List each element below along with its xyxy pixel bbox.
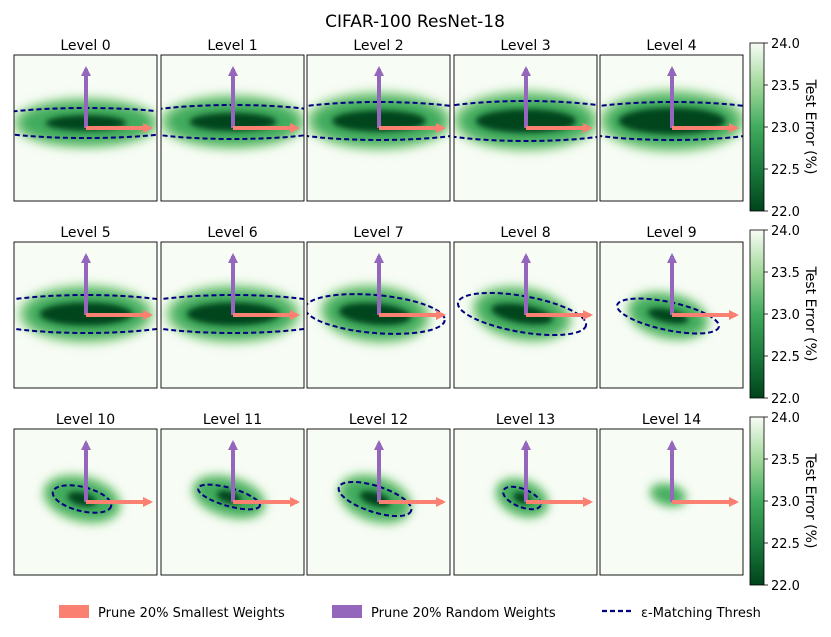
colorbar-0: 24.0 23.5 23.0 22.5 22.0 Test Error (%) (749, 37, 818, 220)
colorbar-tick-label-2-4: 22.0 (771, 579, 800, 594)
legend-label-smallest: Prune 20% Smallest Weights (98, 606, 285, 621)
panel-frame-9 (599, 241, 744, 389)
panel-9: Level 9 (599, 225, 744, 389)
panel-frame-2 (306, 54, 451, 202)
panel-title-14: Level 14 (642, 412, 701, 428)
legend-swatch-random (332, 605, 362, 618)
threshold-contour-7 (307, 293, 446, 335)
colorbar-label-2: Test Error (%) (802, 453, 818, 549)
colorbar-tick-label-1-4: 22.0 (771, 392, 800, 407)
panel-title-2: Level 2 (353, 38, 403, 54)
colorbar-label-0: Test Error (%) (802, 79, 818, 175)
threshold-contour-13 (502, 485, 542, 511)
panel-frame-8 (453, 241, 598, 389)
panel-title-13: Level 13 (496, 412, 555, 428)
colorbar-tick-label-1-1: 23.5 (771, 266, 800, 281)
colorbar-gradient-0 (749, 42, 765, 212)
panel-grid: Level 0 Level 1 Level 2 Level 3 Level 4 Level… (13, 38, 744, 576)
colorbar-gradient-1 (749, 229, 765, 399)
colorbar-tick-label-2-0: 24.0 (771, 411, 800, 426)
panel-title-3: Level 3 (500, 38, 550, 54)
panel-7: Level 7 (306, 225, 451, 389)
panel-frame-10 (13, 428, 158, 576)
panel-title-0: Level 0 (60, 38, 110, 54)
panel-0: Level 0 (13, 38, 158, 202)
colorbars: 24.0 23.5 23.0 22.5 22.0 Test Error (%) 24.0 23… (749, 37, 818, 594)
panel-title-5: Level 5 (60, 225, 110, 241)
panel-frame-3 (453, 54, 598, 202)
panel-12: Level 12 (306, 412, 451, 576)
panel-frame-6 (160, 241, 305, 389)
panel-frame-14 (599, 428, 744, 576)
panel-title-7: Level 7 (353, 225, 403, 241)
colorbar-tick-label-1-2: 23.0 (771, 308, 800, 323)
panel-frame-0 (13, 54, 158, 202)
threshold-contour-2 (307, 101, 450, 141)
panel-frame-7 (306, 241, 451, 389)
threshold-contour-3 (454, 100, 597, 142)
panel-10: Level 10 (13, 412, 158, 576)
colorbar-tick-label-2-2: 23.0 (771, 495, 800, 510)
panel-title-12: Level 12 (349, 412, 408, 428)
legend: Prune 20% Smallest Weights Prune 20% Ran… (59, 605, 761, 621)
panel-frame-1 (160, 54, 305, 202)
panel-4: Level 4 (599, 38, 744, 202)
heatmap-core-7 (338, 302, 412, 326)
panel-frame-5 (13, 241, 158, 389)
panel-title-11: Level 11 (203, 412, 262, 428)
legend-swatch-smallest (59, 605, 89, 618)
legend-label-threshold: ε-Matching Thresh (641, 606, 761, 621)
colorbar-tick-label-1-3: 22.5 (771, 350, 800, 365)
panel-frame-11 (160, 428, 305, 576)
threshold-contour-4 (600, 101, 743, 141)
heatmap-8 (471, 285, 573, 343)
panel-title-1: Level 1 (207, 38, 257, 54)
panel-5: Level 5 (13, 225, 158, 389)
colorbar-tick-label-2-1: 23.5 (771, 453, 800, 468)
panel-title-8: Level 8 (500, 225, 550, 241)
panel-2: Level 2 (306, 38, 451, 202)
panel-14: Level 14 (599, 412, 744, 576)
panel-1: Level 1 (160, 38, 305, 202)
threshold-contour-10 (51, 484, 113, 514)
panel-title-4: Level 4 (646, 38, 696, 54)
panel-11: Level 11 (160, 412, 305, 576)
panel-title-6: Level 6 (207, 225, 257, 241)
heatmap-core-8 (491, 303, 553, 325)
heatmap-core-9 (647, 308, 689, 324)
colorbar-2: 24.0 23.5 23.0 22.5 22.0 Test Error (%) (749, 411, 818, 594)
panel-8: Level 8 (453, 225, 598, 389)
panel-frame-4 (599, 54, 744, 202)
panel-title-9: Level 9 (646, 225, 696, 241)
colorbar-tick-label-0-3: 22.5 (771, 163, 800, 178)
colorbar-tick-label-0-4: 22.0 (771, 205, 800, 220)
legend-label-random: Prune 20% Random Weights (371, 606, 556, 621)
panel-13: Level 13 (453, 412, 598, 576)
heatmap-12 (337, 473, 413, 525)
colorbar-tick-label-2-3: 22.5 (771, 537, 800, 552)
threshold-contour-12 (337, 480, 413, 518)
panel-frame-12 (306, 428, 451, 576)
panel-3: Level 3 (453, 38, 598, 202)
heatmap-mid-14 (651, 485, 685, 505)
panel-6: Level 6 (160, 225, 305, 389)
colorbar-tick-label-1-0: 24.0 (771, 224, 800, 239)
colorbar-label-1: Test Error (%) (802, 266, 818, 362)
colorbar-tick-label-0-0: 24.0 (771, 37, 800, 52)
chart-title: CIFAR-100 ResNet-18 (325, 12, 505, 32)
colorbar-gradient-2 (749, 416, 765, 586)
colorbar-tick-label-0-1: 23.5 (771, 79, 800, 94)
panel-title-10: Level 10 (56, 412, 115, 428)
panel-frame-13 (453, 428, 598, 576)
colorbar-tick-label-0-2: 23.0 (771, 121, 800, 136)
colorbar-1: 24.0 23.5 23.0 22.5 22.0 Test Error (%) (749, 224, 818, 407)
heatmap-7 (319, 283, 431, 345)
